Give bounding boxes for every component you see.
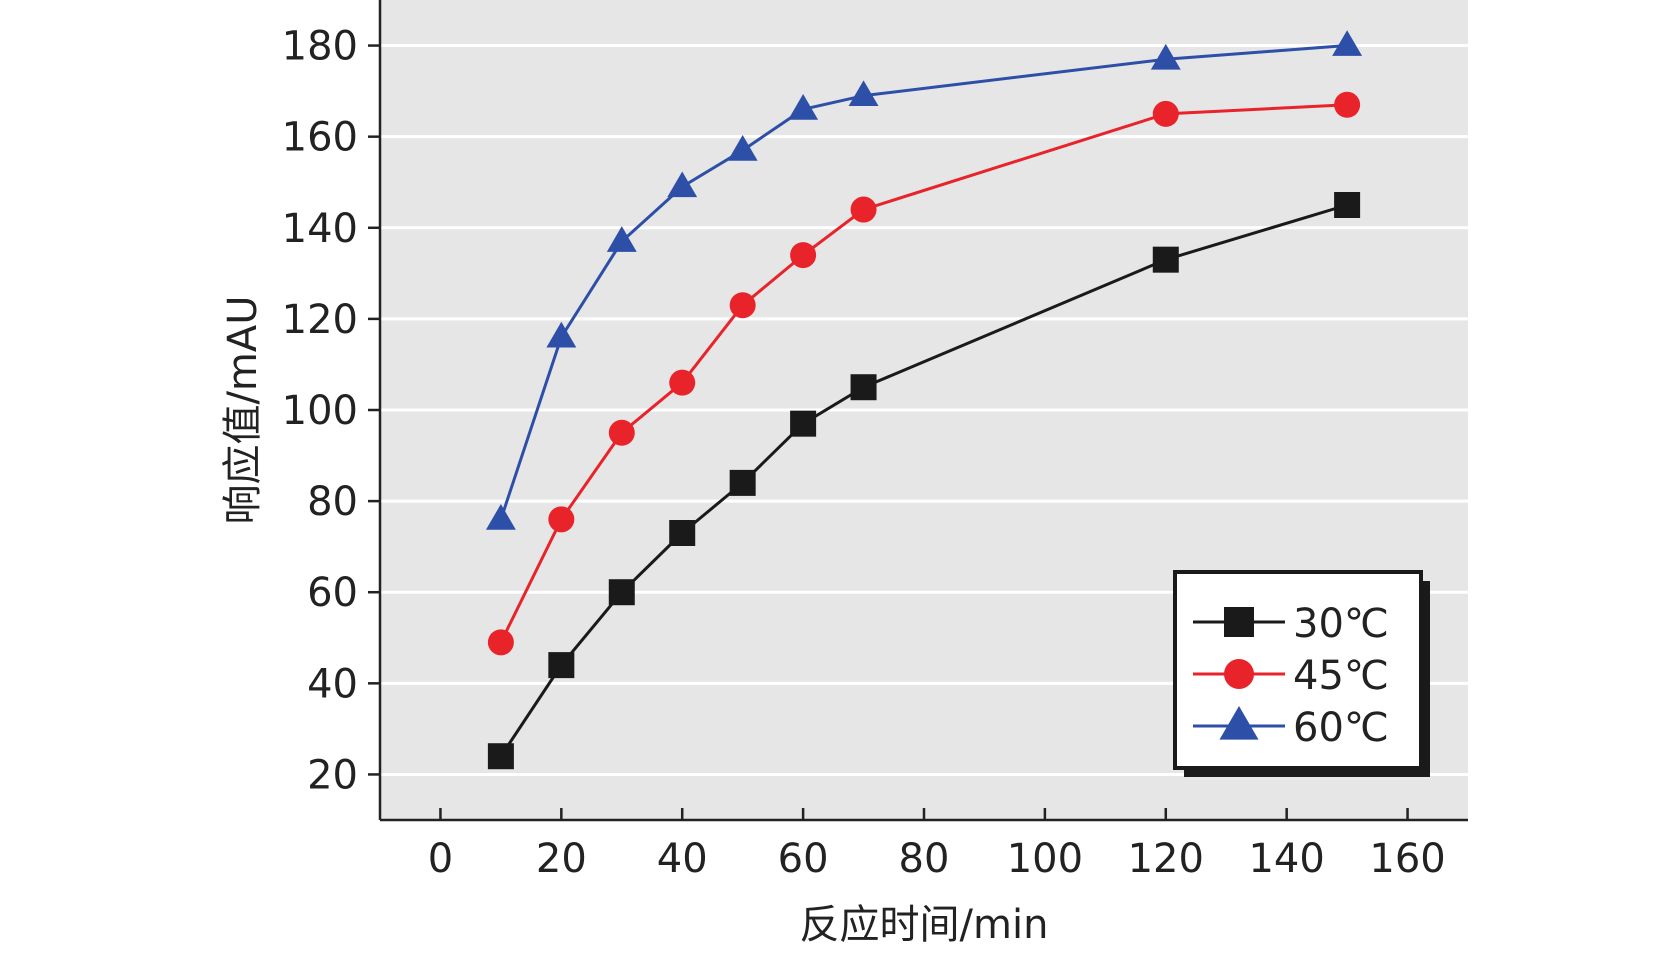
data-point: [667, 171, 698, 198]
x-tick-label: 160: [1369, 836, 1445, 882]
x-tick-label: 40: [657, 836, 708, 882]
x-tick-label: 140: [1248, 836, 1324, 882]
legend: 30℃ 45℃ 60℃: [1173, 570, 1430, 777]
data-point: [790, 242, 817, 269]
data-point: [1334, 192, 1361, 218]
legend-label: 60℃: [1293, 705, 1389, 751]
x-tick-label: 60: [778, 836, 829, 882]
y-tick-label: 80: [307, 479, 358, 525]
y-tick-label: 120: [282, 297, 358, 343]
data-point: [1150, 43, 1181, 70]
legend-marker: [1224, 607, 1254, 637]
y-tick-label: 60: [307, 570, 358, 616]
data-point: [1332, 30, 1363, 56]
y-tick-label: 20: [307, 752, 358, 798]
y-tick-label: 160: [282, 115, 358, 161]
data-point: [850, 196, 877, 223]
data-point: [729, 469, 756, 496]
data-point: [548, 506, 575, 533]
data-point: [669, 520, 696, 546]
y-tick-label: 140: [282, 206, 358, 252]
data-point: [1152, 246, 1179, 273]
legend-marker: [1219, 705, 1259, 740]
y-tick-label: 100: [282, 388, 358, 434]
data-point: [485, 504, 516, 530]
legend-marker: [1224, 659, 1254, 689]
data-point: [848, 80, 879, 107]
series-triangle: [485, 30, 1363, 530]
legend-label: 45℃: [1293, 653, 1389, 699]
data-point: [606, 226, 637, 252]
data-point: [850, 374, 877, 401]
data-point: [727, 135, 758, 161]
data-point: [669, 369, 696, 396]
data-point: [487, 743, 514, 770]
data-point: [790, 410, 817, 437]
x-tick-label: 100: [1007, 836, 1083, 882]
y-tick-label: 180: [282, 24, 358, 70]
legend-box: [1173, 570, 1423, 770]
data-point: [608, 419, 635, 446]
series-group: [485, 30, 1363, 770]
x-axis-label: 反应时间/min: [800, 902, 1049, 948]
data-point: [1334, 91, 1361, 118]
x-tick-label: 120: [1128, 836, 1204, 882]
data-point: [487, 629, 514, 656]
x-tick-label: 80: [899, 836, 950, 882]
legend-label: 30℃: [1293, 601, 1389, 647]
x-tick-label: 0: [428, 836, 453, 882]
x-tick-label: 20: [536, 836, 587, 882]
y-tick-label: 40: [307, 661, 358, 707]
data-point: [608, 579, 635, 606]
y-axis-label: 响应值/mAU: [220, 295, 266, 524]
series-circle: [487, 91, 1361, 656]
grid-lines: [380, 44, 1468, 776]
data-point: [546, 321, 577, 348]
data-point: [729, 292, 756, 319]
data-point: [788, 94, 819, 120]
data-point: [548, 652, 575, 679]
data-point: [1152, 100, 1179, 127]
axes: 20 40 60 80 100 120 140 160 180 0 20 40 60 80 100 120 14…: [282, 0, 1468, 882]
series-square: [487, 192, 1361, 770]
